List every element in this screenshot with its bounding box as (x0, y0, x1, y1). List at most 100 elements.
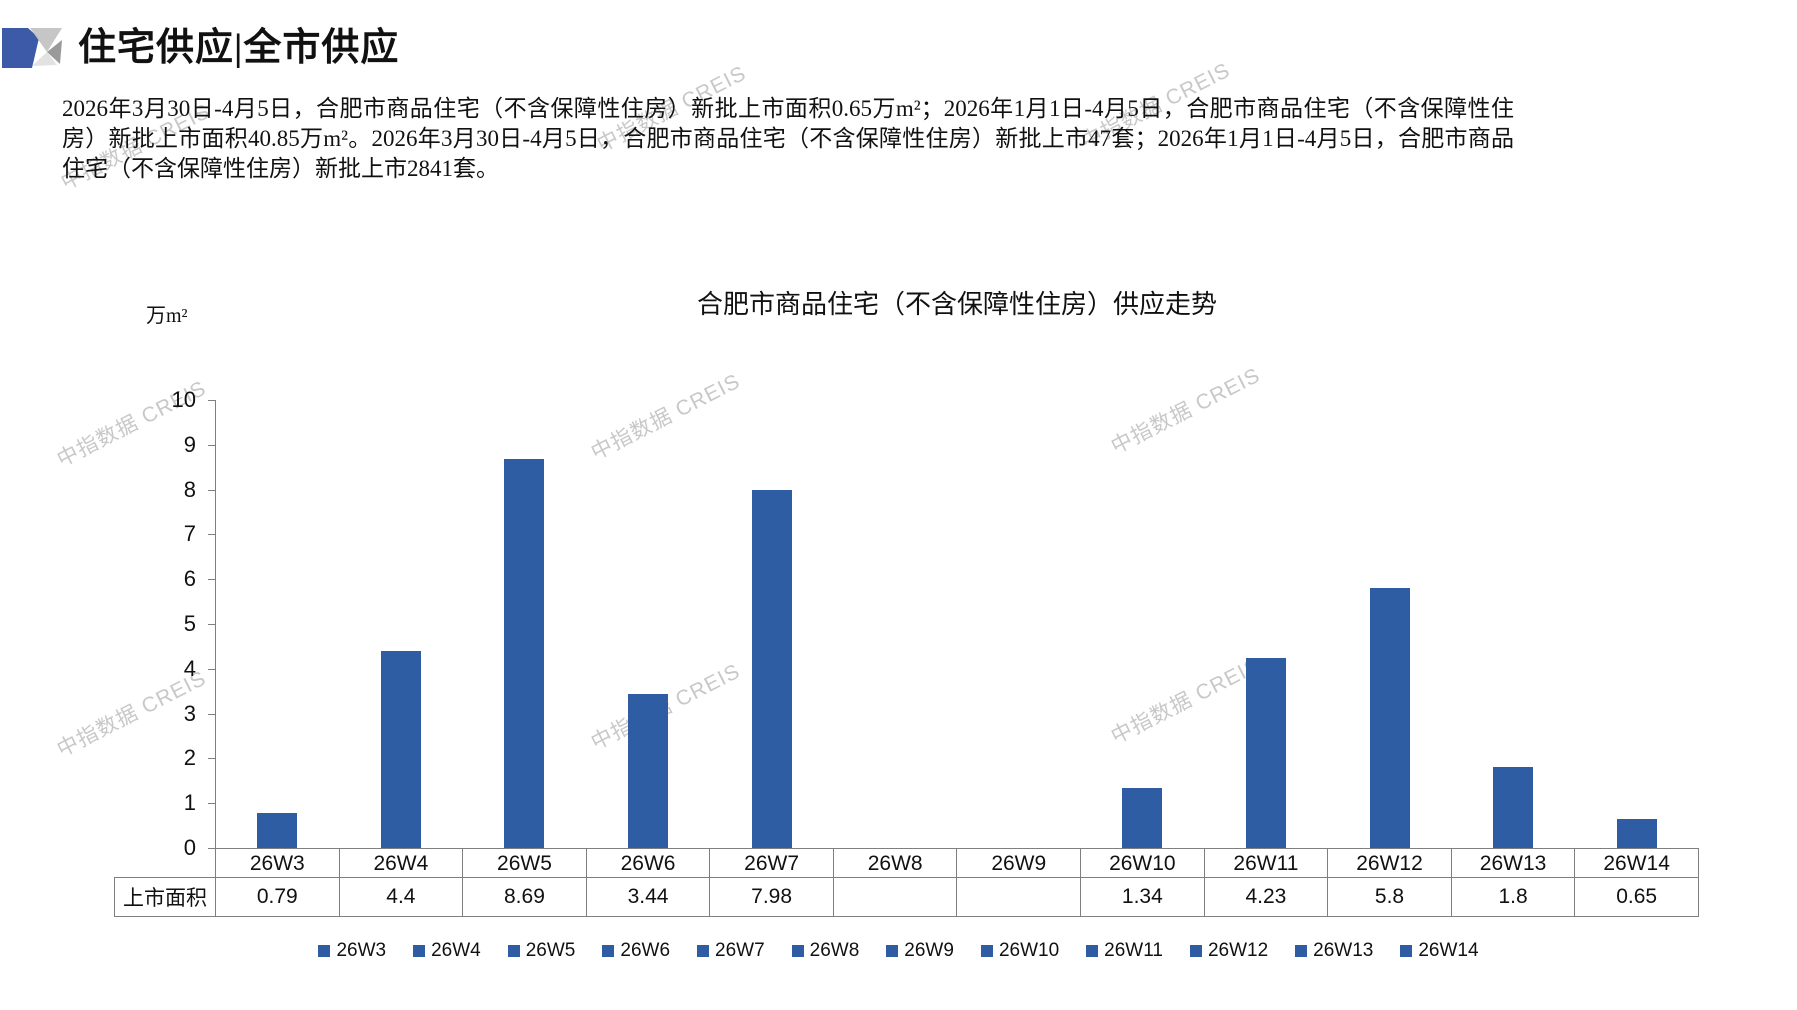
legend-label: 26W13 (1313, 940, 1374, 961)
y-axis-line (215, 400, 216, 848)
legend-item-26W8: 26W8 (791, 940, 860, 962)
category-header-row: 26W3 26W4 26W5 26W6 26W7 26W8 26W9 26W10 26W11 26… (215, 848, 1699, 878)
creis-logo-icon (2, 28, 62, 68)
legend-item-26W9: 26W9 (886, 940, 954, 962)
bar-26W7 (751, 490, 792, 848)
category-cell-26W9: 26W9 (957, 849, 1082, 878)
legend-label: 26W12 (1207, 940, 1269, 961)
legend-item-26W3: 26W3 (318, 940, 386, 962)
legend-swatch-icon (697, 945, 710, 957)
y-tick-label-5: 5 (183, 611, 196, 636)
y-tick-mark (208, 624, 215, 625)
data-table-value-row: 上市面积 0.79 4.4 8.69 3.44 7.98 1.34 4.23 5.8 1.8 0.… (114, 877, 1699, 917)
legend-swatch-icon (1189, 945, 1202, 957)
legend-label: 26W8 (809, 940, 860, 961)
legend-label: 26W14 (1418, 940, 1479, 961)
y-tick-mark (208, 848, 215, 849)
category-cell-26W3: 26W3 (216, 849, 340, 878)
legend-item-26W13: 26W13 (1295, 940, 1373, 962)
y-tick-label-7: 7 (183, 521, 196, 547)
y-tick-mark (208, 713, 215, 715)
y-tick-label-3: 3 (183, 700, 196, 726)
category-cell-26W8: 26W8 (834, 849, 958, 878)
y-tick-mark (208, 803, 215, 805)
legend-swatch-icon (413, 945, 426, 957)
legend-swatch-icon (1400, 945, 1413, 957)
bar-26W10 (1122, 787, 1163, 848)
category-cell-26W11: 26W11 (1205, 849, 1329, 878)
value-cell-26W5: 8.69 (463, 878, 587, 916)
category-cell-26W10: 26W10 (1081, 849, 1205, 878)
category-cell-26W5: 26W5 (463, 849, 587, 878)
legend-label: 26W11 (1104, 940, 1163, 961)
value-cell-26W8 (834, 878, 958, 916)
y-tick-label-4: 4 (183, 655, 196, 681)
bar-26W6 (628, 693, 669, 848)
category-cell-26W7: 26W7 (710, 849, 834, 878)
category-cell-26W13: 26W13 (1452, 849, 1576, 878)
y-tick-mark (208, 579, 215, 581)
table-row-header: 上市面积 (115, 878, 216, 916)
value-cell-26W11: 4.23 (1205, 878, 1329, 916)
value-cell-26W3: 0.79 (216, 878, 340, 916)
y-tick-label-8: 8 (183, 476, 196, 502)
value-cell-26W4: 4.4 (340, 878, 464, 916)
y-tick-label-1: 1 (183, 790, 196, 816)
legend-label: 26W6 (620, 940, 671, 961)
value-cell-26W9 (957, 878, 1082, 916)
category-cell-26W6: 26W6 (587, 849, 711, 878)
category-cell-26W14: 26W14 (1603, 851, 1670, 875)
bar-26W13 (1493, 767, 1534, 848)
y-tick-label-9: 9 (183, 431, 196, 457)
bar-26W4 (380, 650, 421, 848)
y-tick-label-6: 6 (183, 566, 196, 592)
chart-title: 合肥市商品住宅（不含保障性住房）供应走势 (696, 290, 1217, 319)
summary-paragraph: 2026年3月30日-4月5日，合肥市商品住宅（不含保障性住房）新批上市面积0.… (62, 96, 1514, 181)
legend-item-26W5: 26W5 (507, 940, 576, 962)
value-cell-26W7: 7.98 (710, 878, 834, 916)
y-tick-label-2: 2 (183, 745, 196, 771)
chart-legend: 26W3 26W4 26W5 26W6 26W7 26W8 26W9 26W10 26W11 26… (0, 940, 1797, 962)
legend-label: 26W7 (715, 940, 765, 961)
bar-26W14 (1616, 818, 1657, 848)
y-tick-mark (208, 400, 215, 401)
category-cell-26W12: 26W12 (1328, 849, 1452, 878)
legend-label: 26W5 (525, 940, 576, 961)
y-tick-mark (208, 758, 215, 760)
legend-item-26W12: 26W12 (1189, 940, 1269, 962)
value-cell-26W14: 0.65 (1616, 885, 1658, 908)
legend-swatch-icon (791, 945, 804, 957)
legend-label: 26W9 (904, 940, 954, 961)
legend-swatch-icon (980, 945, 993, 957)
legend-item-26W10: 26W10 (980, 940, 1060, 962)
y-tick-label-10: 10 (171, 387, 196, 412)
bar-26W3 (257, 812, 298, 848)
legend-label: 26W3 (336, 940, 387, 961)
value-cell-26W12: 5.8 (1328, 878, 1452, 916)
legend-swatch-icon (318, 945, 331, 957)
value-cell-26W10: 1.34 (1081, 878, 1205, 916)
legend-swatch-icon (886, 945, 899, 957)
category-cell-26W4: 26W4 (340, 849, 464, 878)
bar-26W12 (1369, 588, 1410, 848)
y-tick-label-0: 0 (183, 835, 196, 860)
value-cell-26W6: 3.44 (587, 878, 711, 916)
legend-item-26W14: 26W14 (1400, 940, 1479, 962)
value-cell-26W13: 1.8 (1452, 878, 1576, 916)
legend-label: 26W4 (431, 940, 481, 961)
bar-26W5 (504, 458, 545, 848)
legend-item-26W7: 26W7 (697, 940, 765, 962)
y-tick-mark (208, 668, 215, 670)
y-axis-unit-label: 万m² (146, 305, 188, 327)
bar-26W11 (1245, 658, 1286, 848)
legend-label: 26W10 (998, 940, 1060, 961)
legend-swatch-icon (602, 945, 615, 957)
legend-swatch-icon (1295, 945, 1308, 957)
legend-item-26W6: 26W6 (602, 940, 670, 962)
legend-swatch-icon (507, 945, 520, 957)
legend-swatch-icon (1086, 945, 1099, 957)
legend-item-26W4: 26W4 (413, 940, 481, 962)
y-tick-mark (208, 489, 215, 491)
y-tick-mark (208, 444, 215, 446)
